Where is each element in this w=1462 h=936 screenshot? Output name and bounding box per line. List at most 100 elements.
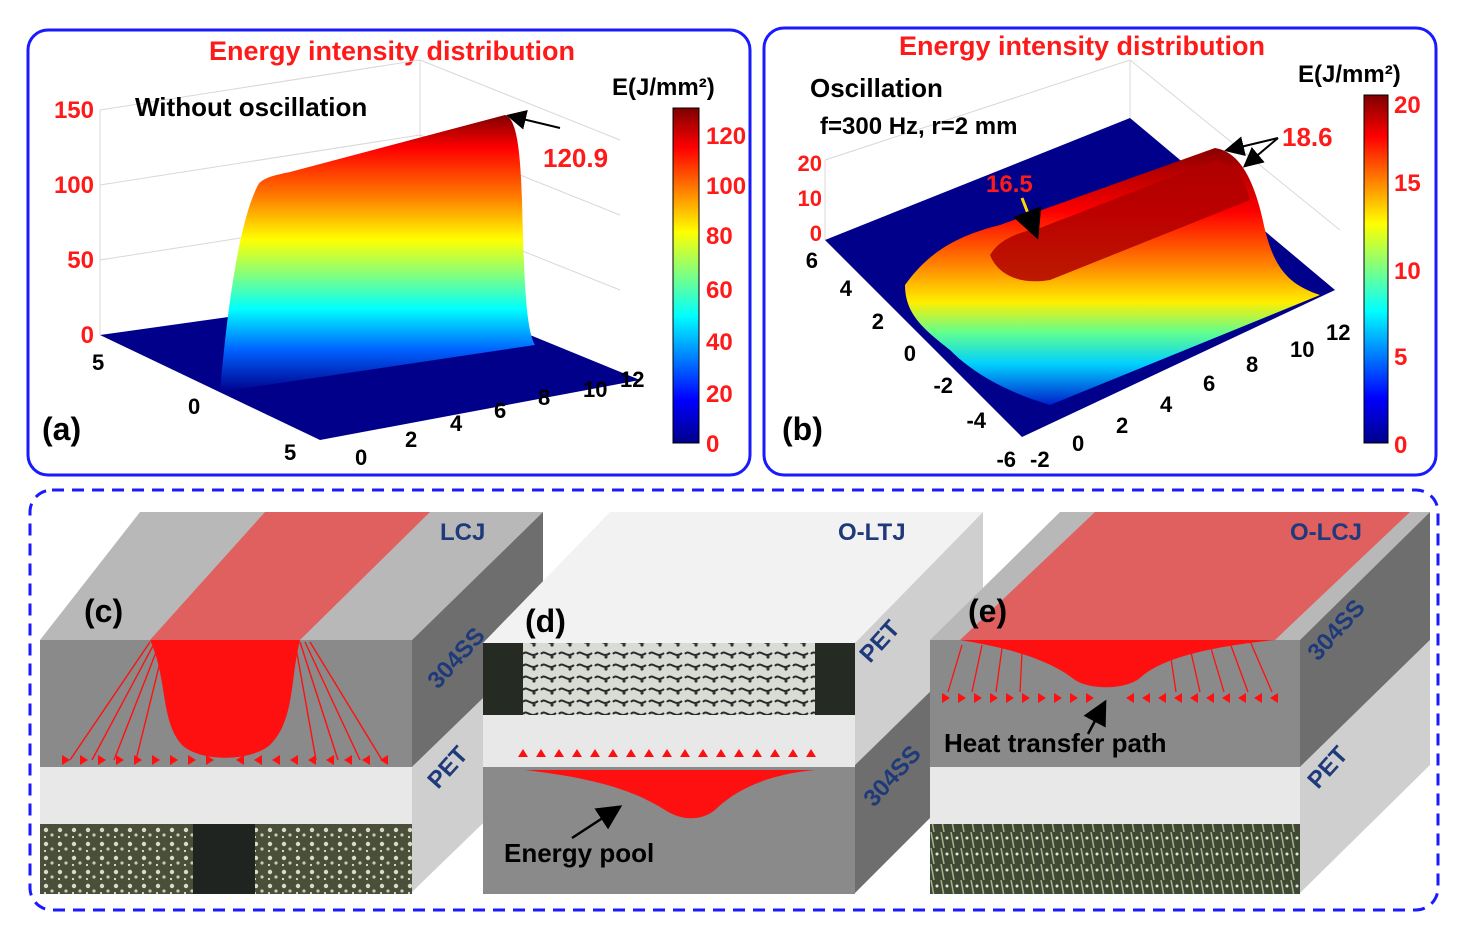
panel-a-x-tick: 4 [450,411,463,436]
panel-b-x-tick: 12 [1326,320,1350,345]
panel-c: (c) LCJ 304SS PET [40,512,543,894]
panel-b-condition-line2: f=300 Hz, r=2 mm [820,113,1017,140]
bottom-panel-border [28,488,1440,912]
panel-c-micrograph-seam [193,824,255,894]
panel-a: Energy intensity distribution 150 100 50… [26,28,752,477]
panel-b-x-tick: 4 [1160,392,1173,417]
panel-c-label: (c) [84,593,123,629]
panel-c-joint-label: LCJ [440,519,485,546]
panel-a-z-tick: 150 [54,97,94,124]
panel-a-z-tick: 100 [54,172,94,199]
panel-d-pool-arrow [571,805,623,840]
panel-b-inner-label: 16.5 [986,171,1033,198]
panel-a-x-tick: 6 [494,398,506,423]
panel-e-joint-label: O-LCJ [1290,519,1362,546]
panel-e-path-arrow [1083,699,1107,735]
panel-c-side-steel [412,512,543,767]
panel-b-x-tick: 8 [1246,352,1258,377]
panel-a-colorbar-title: E(J/mm²) [612,74,715,101]
panel-b-grid [824,59,1341,240]
panel-b-title: Energy intensity distribution [899,31,1265,61]
panel-a-y-tick: 5 [92,350,104,375]
panel-a-x-tick: 0 [355,445,367,470]
panel-e-arrow-row [942,693,1278,703]
panel-d: Energy pool (d) O-LTJ PET 304SS [483,512,983,894]
panel-e-micrograph [930,824,1300,894]
panel-e-side-pet [1300,640,1430,893]
panel-b-x-tick: 6 [1203,371,1215,396]
panel-b-peak-arrow [1242,137,1279,168]
panel-b-inner-arrow [1013,197,1042,240]
panel-a-z-tick: 50 [67,247,94,274]
panel-b-condition-line1: Oscillation [810,73,943,103]
panel-d-pet-front [483,715,855,767]
panel-b-y-tick: 6 [806,248,818,273]
panel-d-micrograph-edge [815,643,855,715]
panel-a-z-tick: 0 [81,322,94,349]
panel-b-x-tick: 0 [1072,431,1084,456]
panel-d-side-pet [855,512,983,765]
panel-b-x-tick: 10 [1290,337,1314,362]
panel-b-colorbar-tick: 20 [1394,92,1421,119]
panel-a-x-tick: 10 [583,377,607,402]
panel-c-beam-band [150,512,430,640]
panel-a-x-tick: 12 [620,367,644,392]
panel-d-micrograph-edge [483,643,523,715]
panel-b-z-tick: 10 [798,186,822,211]
panel-c-heat-lines [69,641,383,761]
panel-a-colorbar-tick: 100 [706,173,746,200]
panel-a-surface [220,115,535,392]
panel-b-y-tick: -2 [933,373,953,398]
panel-e-annotation: Heat transfer path [944,728,1167,758]
panel-b-colorbar-tick: 10 [1394,258,1421,285]
panel-a-x-tick: 8 [538,385,550,410]
panel-d-annotation: Energy pool [504,838,654,868]
panel-a-peak-arrow [506,110,561,130]
panel-b-y-tick: 2 [872,309,884,334]
panel-c-melt-pool [150,640,300,758]
panel-b-colorbar-tick: 0 [1394,432,1407,459]
panel-b-peak-label: 18.6 [1282,122,1333,152]
panel-d-energy-pool [525,770,815,819]
panel-a-colorbar-tick: 0 [706,431,719,458]
panel-b-colorbar [1363,94,1389,444]
panel-a-colorbar-tick: 60 [706,277,733,304]
panel-e-melt-pool [960,640,1275,688]
panel-e-heat-lines [947,640,1273,693]
panel-a-y-tick: 0 [188,394,200,419]
panel-b: Energy intensity distribution 20 10 0 Os… [762,26,1438,477]
panel-a-y-tick: 5 [284,440,296,465]
panel-d-top-face [483,512,983,643]
panel-a-colorbar-tick: 120 [706,123,746,150]
panel-d-joint-label: O-LTJ [838,519,906,546]
panel-a-title: Energy intensity distribution [209,36,575,66]
panel-a-colorbar-tick: 40 [706,329,733,356]
panel-b-peak-arrow [1224,136,1279,156]
panel-b-ridge [990,160,1250,282]
panel-a-colorbar-tick: 20 [706,381,733,408]
panel-e-side-steel [1300,512,1430,767]
panel-c-arrow-row [62,755,388,765]
panel-b-x-tick: -2 [1030,447,1050,472]
panel-a-colorbar-tick: 80 [706,223,733,250]
panel-e: Heat transfer path (e) O-LCJ 304SS PET [930,512,1430,894]
panel-d-label: (d) [525,603,566,639]
panel-d-arrow-row [518,749,816,757]
panel-b-z-tick: 20 [798,151,822,176]
panel-d-micrograph [483,643,855,715]
panel-b-z-tick: 0 [810,221,822,246]
panel-b-y-tick: 0 [904,341,916,366]
panel-a-colorbar [672,107,700,444]
panel-b-y-tick: -6 [996,447,1016,472]
panel-b-label: (b) [782,411,823,447]
panel-e-label: (e) [968,593,1007,629]
panel-a-peak-label: 120.9 [543,143,608,173]
panel-a-condition: Without oscillation [135,92,367,122]
panel-e-beam-band [960,512,1410,640]
panel-a-label: (a) [42,411,81,447]
panel-a-x-tick: 2 [405,427,417,452]
panel-b-x-tick: 2 [1116,413,1128,438]
panel-b-y-tick: 4 [840,276,853,301]
panel-b-colorbar-title: E(J/mm²) [1298,61,1401,88]
